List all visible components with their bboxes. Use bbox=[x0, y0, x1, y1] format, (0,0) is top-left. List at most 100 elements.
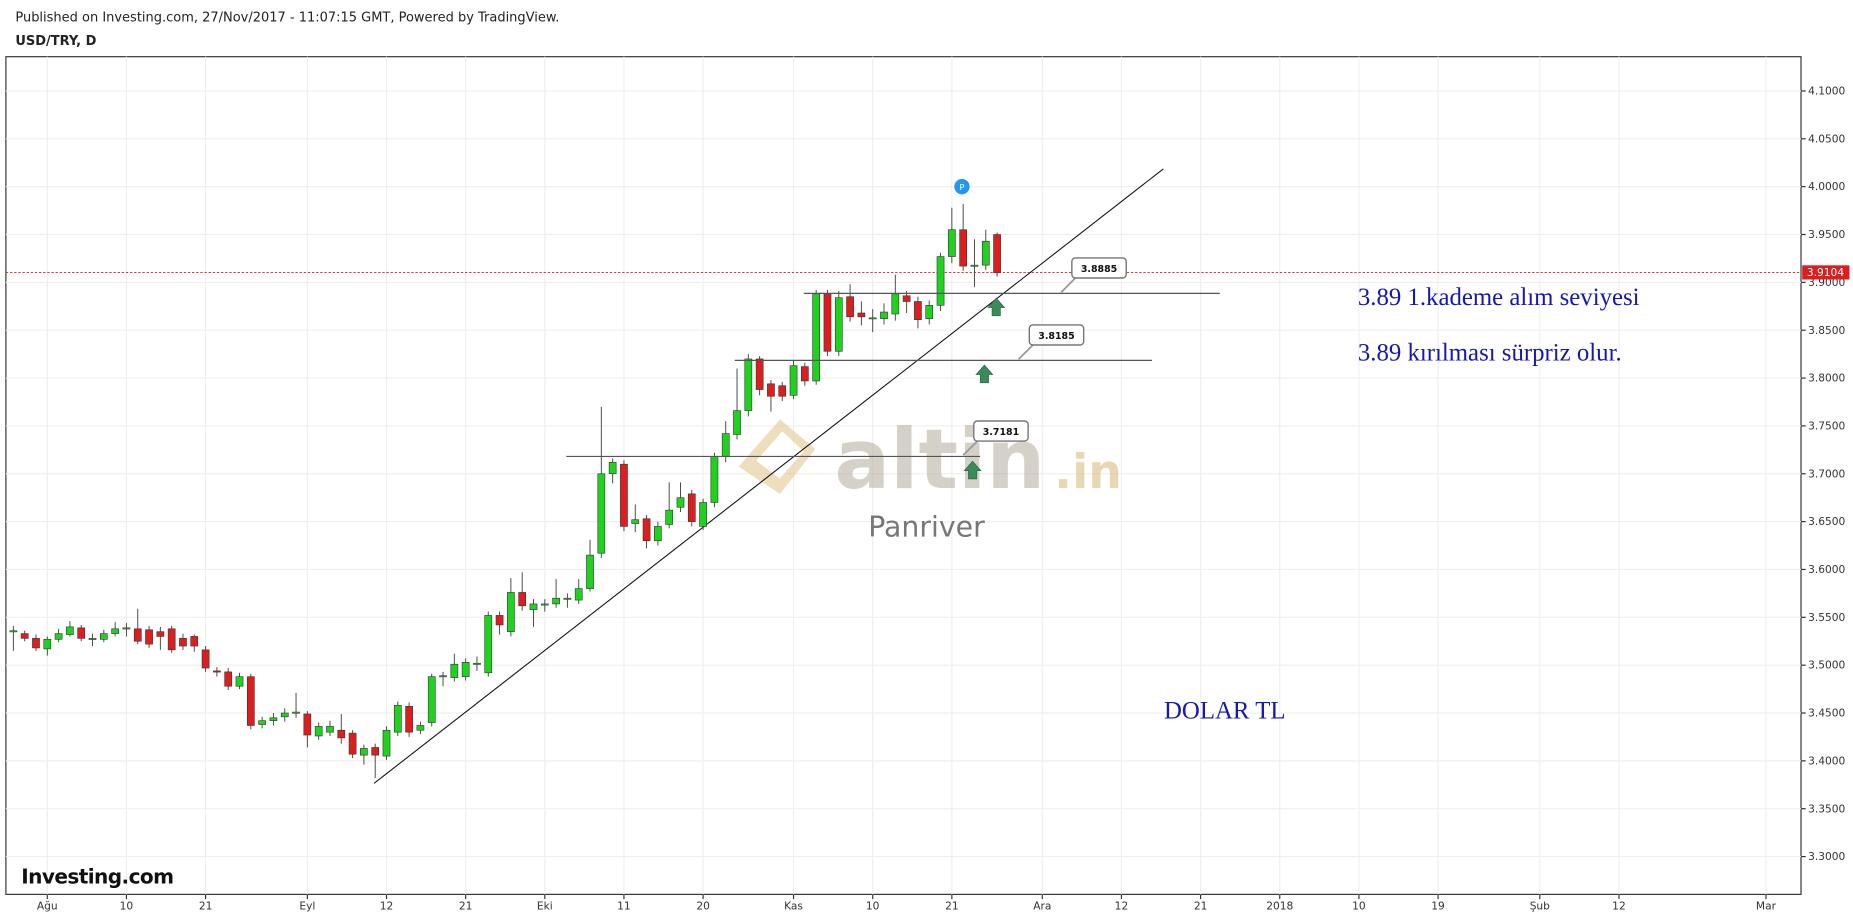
y-tick-label: 4.0500 bbox=[1808, 132, 1845, 145]
callout-pointer bbox=[1060, 277, 1077, 293]
x-tick-label: Eyl bbox=[299, 900, 315, 913]
candle-body bbox=[823, 293, 832, 352]
annotation: 3.89 kırılması sürpriz olur. bbox=[1358, 339, 1622, 366]
candle-body bbox=[20, 633, 29, 639]
plot-frame bbox=[5, 56, 1802, 895]
candle-body bbox=[416, 725, 425, 731]
candle-body bbox=[687, 493, 696, 522]
y-tick-label: 3.3000 bbox=[1808, 850, 1845, 863]
candle-body bbox=[880, 311, 888, 320]
candle-body bbox=[292, 711, 300, 714]
grid bbox=[5, 56, 1802, 895]
candle-body bbox=[518, 592, 527, 607]
logo: Investing.com bbox=[21, 865, 173, 889]
candle-body bbox=[540, 603, 549, 606]
candle-body bbox=[337, 729, 346, 739]
arrow-up bbox=[987, 297, 1006, 317]
candle-body bbox=[642, 518, 651, 542]
marker-label: P bbox=[959, 182, 964, 192]
candle-body bbox=[258, 720, 266, 725]
candle-body bbox=[778, 385, 787, 397]
y-tick-label: 3.5000 bbox=[1808, 659, 1845, 672]
candle-body bbox=[665, 509, 674, 525]
candle-body bbox=[201, 649, 210, 669]
candle-body bbox=[280, 712, 289, 718]
candle-body bbox=[801, 366, 809, 382]
y-tick-label: 3.9500 bbox=[1808, 228, 1845, 241]
candle-body bbox=[145, 629, 153, 645]
candle-body bbox=[789, 365, 798, 396]
callout-pointer bbox=[962, 440, 978, 456]
candle-body bbox=[846, 296, 854, 318]
candle-body bbox=[235, 676, 244, 687]
candle-body bbox=[326, 726, 334, 733]
candle-body bbox=[99, 633, 108, 640]
x-tick-label: 20 bbox=[696, 900, 710, 913]
y-tick-label: 3.7500 bbox=[1808, 419, 1845, 432]
callout-label: 3.8885 bbox=[1081, 264, 1117, 275]
candle-body bbox=[507, 592, 515, 632]
candle-body bbox=[834, 297, 843, 352]
x-tick-label: 12 bbox=[1115, 900, 1129, 913]
x-tick-label: 12 bbox=[1612, 900, 1626, 913]
candle-body bbox=[620, 463, 628, 527]
candle-body bbox=[122, 627, 131, 630]
callout-box bbox=[1071, 257, 1127, 279]
candle-body bbox=[9, 630, 18, 633]
chart-title: Published on Investing.com, 27/Nov/2017 … bbox=[15, 10, 559, 25]
candle-body bbox=[948, 229, 956, 257]
candle-body bbox=[733, 410, 741, 435]
x-tick-label: 10 bbox=[866, 900, 880, 913]
arrow-up bbox=[963, 460, 982, 480]
candle-body bbox=[450, 663, 459, 678]
candle-body bbox=[721, 433, 730, 457]
candle-body bbox=[608, 461, 617, 475]
x-tick-label: 21 bbox=[945, 900, 959, 913]
candle-body bbox=[371, 747, 380, 756]
x-tick-label: 21 bbox=[1194, 900, 1208, 913]
candle-body bbox=[925, 305, 934, 320]
candle-body bbox=[461, 662, 470, 677]
chart-subtitle: USD/TRY, D bbox=[15, 34, 96, 49]
y-tick-label: 3.8000 bbox=[1808, 372, 1845, 385]
candle-body bbox=[631, 519, 640, 524]
y-tick-label: 3.4500 bbox=[1808, 707, 1845, 720]
x-tick-label: 12 bbox=[380, 900, 394, 913]
candle-body bbox=[393, 705, 402, 733]
candle-body bbox=[699, 502, 707, 527]
candle-body bbox=[857, 312, 866, 318]
candle-body bbox=[902, 295, 911, 302]
candle-body bbox=[246, 676, 255, 726]
y-tick-label: 3.6500 bbox=[1808, 515, 1845, 528]
arrow-up bbox=[975, 364, 994, 384]
candle-body bbox=[405, 706, 413, 733]
y-tick-label: 3.6000 bbox=[1808, 563, 1845, 576]
candle-body bbox=[710, 456, 719, 503]
candle-body bbox=[77, 627, 86, 639]
callout-label: 3.7181 bbox=[983, 427, 1019, 438]
candle-body bbox=[66, 626, 74, 635]
candle-body bbox=[484, 615, 493, 674]
watermark-author: Panriver bbox=[868, 510, 985, 543]
candle-body bbox=[970, 264, 979, 267]
trendline bbox=[373, 168, 1164, 784]
callout-box bbox=[1028, 324, 1085, 346]
x-tick-label: Eki bbox=[537, 900, 553, 913]
candle-body bbox=[574, 588, 583, 601]
y-tick-label: 3.7000 bbox=[1808, 467, 1845, 480]
candle-body bbox=[190, 636, 199, 647]
candle-body bbox=[981, 240, 990, 266]
candle-body bbox=[993, 234, 1001, 274]
x-tick-label: 21 bbox=[459, 900, 473, 913]
candle-body bbox=[133, 628, 142, 642]
candle-body bbox=[427, 676, 436, 723]
x-tick-label: 10 bbox=[1352, 900, 1366, 913]
candle-body bbox=[224, 671, 233, 687]
watermark-icon-inner bbox=[756, 431, 804, 479]
x-tick-label: Ara bbox=[1033, 900, 1051, 913]
annotation: DOLAR TL bbox=[1164, 697, 1285, 724]
annotation: 3.89 1.kademe alım seviyesi bbox=[1358, 284, 1640, 311]
x-tick-label: 10 bbox=[120, 900, 134, 913]
candle-body bbox=[597, 473, 606, 554]
candle-body bbox=[88, 638, 97, 640]
